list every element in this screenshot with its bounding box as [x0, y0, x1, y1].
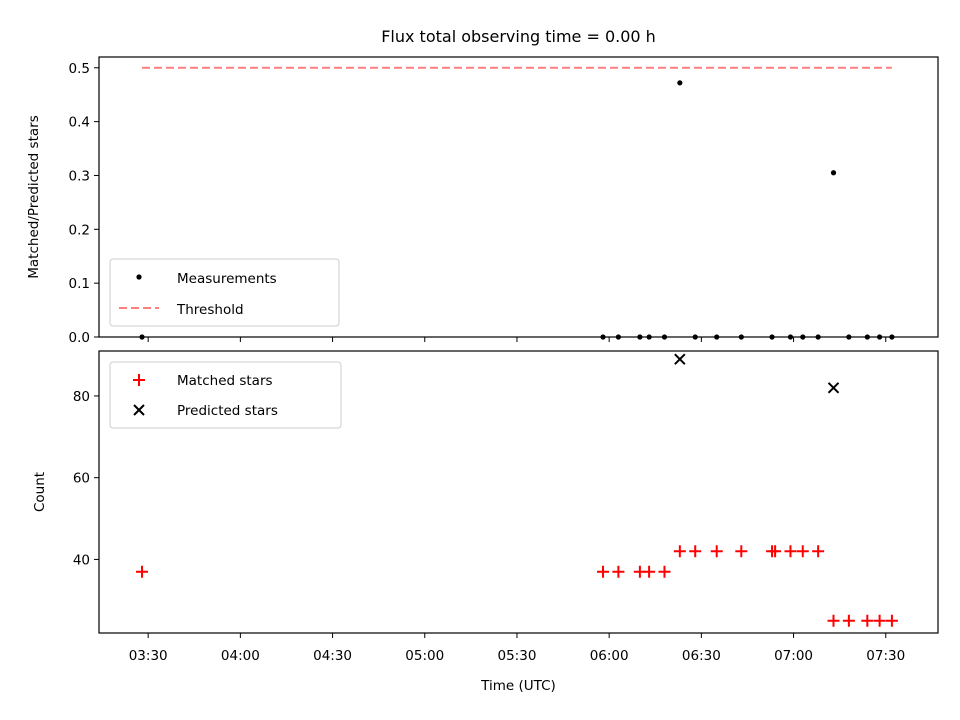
- y-tick-label-ratio: 0.4: [69, 115, 90, 131]
- x-axis-label: Time (UTC): [480, 678, 556, 694]
- x-tick-label: 04:30: [313, 648, 352, 664]
- x-tick-label: 05:00: [405, 648, 444, 664]
- legend-marker-matched: [133, 374, 145, 386]
- matched-star-point: [597, 565, 610, 578]
- y-tick-label-ratio: 0.3: [69, 168, 90, 184]
- plot-frame-bottom: [98, 350, 939, 634]
- matched-star-point: [784, 545, 797, 558]
- plot-frame-top: [98, 56, 939, 338]
- predicted-star-point: [674, 353, 686, 365]
- x-tick-label: 03:30: [129, 648, 168, 664]
- legend-label-threshold: Threshold: [176, 302, 244, 318]
- x-tick-label: 05:30: [498, 648, 537, 664]
- x-tick-label: 07:00: [774, 648, 813, 664]
- legend-label-measurements: Measurements: [177, 271, 277, 287]
- count-panel: Count 40 60 80 03:30 04:00 04:30 05:00 05:30 06:…: [32, 350, 939, 694]
- legend-label-matched: Matched stars: [177, 373, 273, 389]
- matched-star-point: [873, 614, 886, 627]
- legend-marker-measurements: [136, 274, 142, 280]
- y-axis-label-ratio: Matched/Predicted stars: [26, 115, 42, 278]
- matched-star-point: [885, 614, 898, 627]
- y-tick-label-count: 60: [73, 471, 90, 487]
- matched-star-point: [827, 614, 840, 627]
- predicted-star-point: [827, 382, 840, 394]
- x-tick-label: 07:30: [866, 648, 905, 664]
- measurement-point: [830, 170, 837, 176]
- x-tick-label: 06:30: [682, 648, 721, 664]
- matched-star-point: [769, 545, 782, 558]
- x-tick-label: 06:00: [590, 648, 629, 664]
- y-axis-label-count: Count: [32, 472, 48, 512]
- matched-star-point: [689, 545, 702, 558]
- legend-label-predicted: Predicted stars: [177, 403, 278, 419]
- matched-star-point: [710, 545, 723, 558]
- matched-star-point: [842, 614, 855, 627]
- matched-star-point: [136, 565, 149, 578]
- matched-star-point: [812, 545, 825, 558]
- matched-star-point: [735, 545, 748, 558]
- legend-top: Measurements Threshold: [109, 258, 340, 327]
- y-tick-label-ratio: 0.1: [69, 276, 90, 292]
- matched-star-point: [658, 565, 671, 578]
- ratio-panel: Flux total observing time = 0.00 h Match…: [26, 27, 939, 346]
- x-tick-label: 04:00: [221, 648, 260, 664]
- matched-star-point: [612, 565, 625, 578]
- matched-star-point: [643, 565, 656, 578]
- legend-marker-predicted: [133, 404, 145, 416]
- matched-star-point: [796, 545, 809, 558]
- measurement-point: [677, 80, 683, 86]
- y-tick-label-ratio: 0.0: [69, 330, 90, 346]
- y-tick-label-ratio: 0.2: [69, 222, 90, 238]
- matched-star-point: [861, 614, 874, 627]
- legend-bottom: Matched stars Predicted stars: [109, 361, 342, 429]
- matched-star-point: [673, 545, 686, 558]
- y-tick-label-ratio: 0.5: [69, 61, 90, 77]
- y-tick-label-count: 80: [73, 389, 90, 405]
- chart-title: Flux total observing time = 0.00 h: [381, 27, 656, 46]
- y-tick-label-count: 40: [73, 552, 90, 568]
